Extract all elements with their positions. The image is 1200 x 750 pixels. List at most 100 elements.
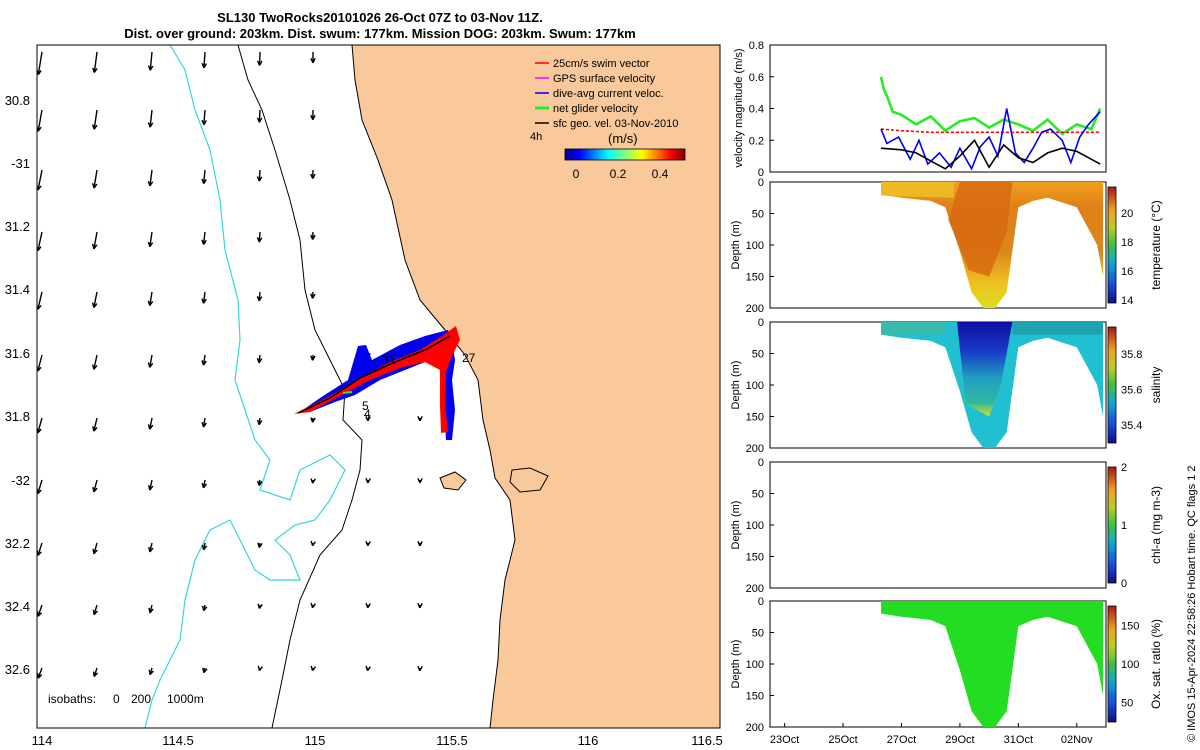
colorbar-label: salinity [1149,367,1163,404]
velocity-arrowhead [256,176,263,182]
isobath-200 [237,45,363,728]
depth-tick: 200 [746,443,764,455]
surface-layer [881,322,946,335]
velocity-arrowhead [257,542,263,548]
velocity-arrow [203,51,206,68]
velocity-arrow [37,291,43,310]
isobath-label: isobaths: [48,692,96,706]
velocity-arrow [149,417,153,430]
depth-tick: 200 [746,303,764,315]
velocity-arrowhead [417,477,423,484]
series-line [879,76,1102,136]
title-line-1: SL130 TwoRocks20101026 26-Oct 07Z to 03-… [217,10,543,25]
velocity-arrow [202,354,206,366]
velocity-arrow [37,109,43,132]
black-track-line [297,335,451,414]
depth-tick: 50 [752,209,764,221]
velocity-arrowhead [310,478,316,484]
depth-tick: 50 [752,489,764,501]
velocity-arrow [149,479,153,491]
isobath-note: isobaths: 0 200 1000m [48,692,204,706]
velocity-arrowhead [92,67,98,73]
lat-tick: 32.4 [5,599,30,614]
depth-tick: 0 [758,457,764,469]
velocity-arrowhead [310,355,316,361]
velocity-arrow [37,604,43,617]
velocity-arrowhead [257,603,263,609]
fresh-core [956,322,1013,417]
velocity-arrow [93,604,98,615]
track-map: 114 114.5 115 115.5 116 116.5 30.8 -31 3… [5,44,723,748]
velocity-arrow [93,169,98,189]
colorbar-tick: 1 [1121,520,1127,532]
lat-tick: 31.2 [5,219,30,234]
depth-tick: 0 [758,317,764,329]
chla-panel: 0 50 100 150 200 Depth (m) 0 1 2 chl-a (mg m-3) [730,457,1163,595]
oxygen-panel: 0 50 100 150 200 Depth (m) 50 100 150 Ox. sat. ra… [730,596,1163,734]
velocity-arrowhead [201,360,207,366]
velocity-arrow [37,51,43,75]
lat-tick: 32.6 [5,662,30,677]
velocity-arrow [149,231,153,247]
velocity-arrowhead [92,548,98,555]
velocity-arrowhead [310,602,316,609]
temperature-panel: 0 50 100 150 200 Depth (m) 14 16 18 20 temperature… [730,177,1163,315]
velocity-arrowhead [37,673,43,679]
velocity-axes [769,44,1107,173]
colorbar-tick: 35.6 [1121,384,1142,396]
velocity-tick: 0 [758,167,764,179]
velocity-arrowhead [417,540,423,547]
section-colorbar [1107,605,1117,723]
colorbar-tick: 150 [1121,620,1139,632]
day-label: 5 [362,399,369,413]
depth-ylabel: Depth (m) [730,640,742,689]
depth-tick: 100 [746,659,764,671]
lon-tick: 115.5 [436,733,468,748]
speed-colorbar [564,148,686,161]
velocity-arrowhead [256,419,263,426]
lat-tick: 31.4 [5,282,30,297]
velocity-arrowhead [310,293,316,299]
velocity-arrowhead [201,119,207,126]
velocity-arrow [149,109,153,128]
salinity-panel: 0 50 100 150 200 Depth (m) 35.4 35.6 35.8 salinit… [730,317,1163,455]
velocity-arrow [202,291,206,304]
day-label: 31 [382,353,396,367]
velocity-arrowhead [147,241,154,248]
velocity-arrow [93,51,98,73]
velocity-arrow [202,231,206,245]
velocity-arrowhead [417,665,423,672]
series-line [880,138,1101,170]
velocity-arrow [258,109,261,123]
depth-tick: 0 [758,177,764,189]
lon-tick: 116 [578,733,599,748]
lon-tick: 115 [305,733,326,748]
legend-label: GPS surface velocity [553,73,656,85]
depth-ylabel: Depth (m) [730,221,742,270]
velocity-arrow [37,169,43,191]
depth-tick: 150 [746,272,764,284]
velocity-arrowhead [310,665,317,672]
velocity-arrowhead [365,415,371,422]
velocity-arrowhead [257,665,264,672]
green-net-segment [342,391,353,394]
colorbar-label: temperature (°C) [1149,200,1163,290]
day-label: 4 [364,407,371,421]
velocity-arrowhead [417,602,423,609]
legend-label: net glider velocity [553,103,638,115]
time-tick: 31Oct [1004,734,1033,746]
velocity-arrowhead [201,605,208,612]
colorbar-tick: 50 [1121,698,1133,710]
colorbar-label: chl-a (mg m-3) [1149,486,1163,564]
velocity-arrowhead [201,298,207,304]
land-area [351,45,720,728]
colorbar-label: Ox. sat. ratio (%) [1149,619,1163,709]
velocity-arrowhead [256,117,263,123]
day-label: 27 [462,351,476,365]
velocity-arrowhead [201,63,208,69]
colorbar-tick: 0.2 [610,167,627,181]
velocity-tick: 0.2 [749,135,764,147]
colorbar-tick: 100 [1121,659,1139,671]
velocity-arrowhead [310,114,316,121]
